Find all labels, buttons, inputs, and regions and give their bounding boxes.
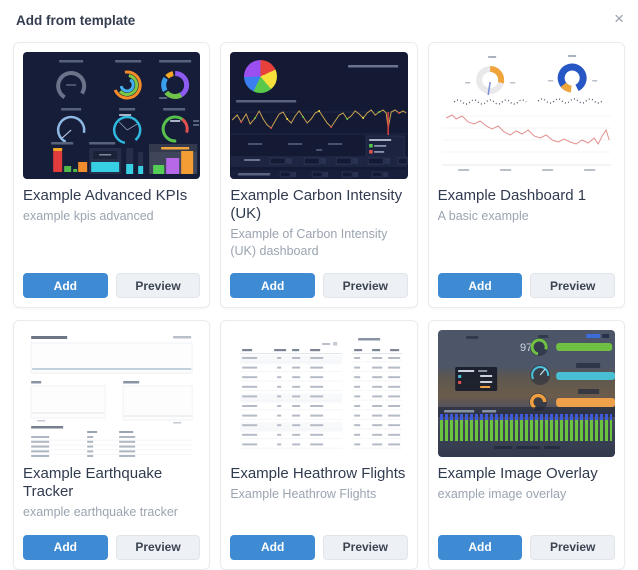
concentric-arcs-gauge-icon [112,70,142,100]
preview-button[interactable]: Preview [323,534,408,560]
add-button[interactable]: Add [437,273,523,298]
controls-row-icon [230,156,408,167]
green-ring-gauge-icon [529,338,548,356]
thumbnail-dashboard-1 [437,52,615,179]
card-actions: Add Preview [23,534,201,560]
add-button[interactable]: Add [23,273,108,298]
card-actions: Add Preview [230,534,408,560]
gray-ring-gauge-icon [56,71,87,101]
image-overlay-art: 97 [437,334,615,449]
intensity-line [232,109,407,129]
pie-chart-icon [244,60,278,93]
kpi-dashboard-art [51,60,200,174]
green-red-ring-gauge-icon [161,115,189,143]
add-button[interactable]: Add [230,273,315,298]
orange-bar [555,398,615,407]
card-subtitle: example kpis advanced [23,209,154,223]
green-bar [555,343,612,351]
card-title: Example Carbon Intensity (UK) [230,187,403,222]
cyan-speedometer-icon [529,365,550,385]
card-title: Example Earthquake Tracker [23,465,163,500]
overlay-value: 97 [520,342,532,354]
card-title: Example Image Overlay [437,465,598,482]
slim-bars-icon [126,148,144,174]
card-actions: Add Preview [437,534,615,560]
card-actions: Add Preview [23,273,201,298]
card-subtitle: A basic example [437,209,529,223]
card-title: Example Heathrow Flights [230,465,406,482]
cyan-circle-gauge-icon [112,114,142,145]
close-icon[interactable]: × [608,4,630,33]
mini-bar-chart-icon [53,148,88,172]
cyan-bar [555,372,615,380]
grouped-bar-panel-icon [149,144,198,174]
card-actions: Add Preview [230,273,408,298]
card-subtitle: example image overlay [437,487,567,501]
template-card-earthquake-tracker: Example Earthquake Tracker example earth… [13,320,211,570]
thumbnail-earthquake-tracker [23,330,201,457]
add-button[interactable]: Add [230,534,315,560]
heathrow-tables-art [240,338,403,449]
legend-box-icon [366,135,405,160]
thumbnail-image-overlay: 97 [437,330,615,457]
equalizer-green-bars [439,420,612,441]
blue-donut-icon [547,63,597,93]
template-card-heathrow-flights: Example Heathrow Flights Example Heathro… [220,320,418,570]
thumbnail-advanced-kpis [23,52,201,179]
earthquake-page-art [30,336,193,457]
card-title: Example Advanced KPIs [23,187,188,204]
blue-arc-gauge-icon [56,115,86,145]
preview-button[interactable]: Preview [530,534,615,560]
controls-row2-icon [230,170,408,179]
thumbnail-heathrow-flights [230,330,408,457]
equalizer-blue-strip [439,414,612,420]
preview-button[interactable]: Preview [115,273,201,298]
template-card-dashboard-1: Example Dashboard 1 A basic example Add … [427,42,625,308]
modal-title: Add from template [16,13,136,28]
carbon-dashboard-art [230,65,408,179]
modal-header: Add from template × [0,0,638,38]
segmented-donut-icon [159,71,190,99]
template-card-image-overlay: 97 [427,320,625,570]
scatter-sparkline-left [453,99,527,105]
info-panel-icon [454,367,497,391]
template-grid: Example Advanced KPIs example kpis advan… [13,42,625,570]
scatter-sparkline-right [537,98,603,104]
thumbnail-carbon-intensity [230,52,408,179]
red-line-series [445,114,610,145]
cyan-panel-icon [89,148,122,174]
dashboard1-art [441,55,611,171]
card-subtitle: example earthquake tracker [23,505,178,519]
add-button[interactable]: Add [437,534,523,560]
card-subtitle: Example Heathrow Flights [230,487,377,501]
preview-button[interactable]: Preview [530,273,615,298]
preview-button[interactable]: Preview [115,534,201,560]
card-subtitle: Example of Carbon Intensity (UK) dashboa… [230,227,388,258]
orange-donut-gauge-icon [464,66,515,96]
preview-button[interactable]: Preview [323,273,408,298]
template-card-advanced-kpis: Example Advanced KPIs example kpis advan… [13,42,211,308]
add-button[interactable]: Add [23,534,108,560]
card-title: Example Dashboard 1 [437,187,587,204]
card-actions: Add Preview [437,273,615,298]
template-card-carbon-intensity: Example Carbon Intensity (UK) Example of… [220,42,418,308]
